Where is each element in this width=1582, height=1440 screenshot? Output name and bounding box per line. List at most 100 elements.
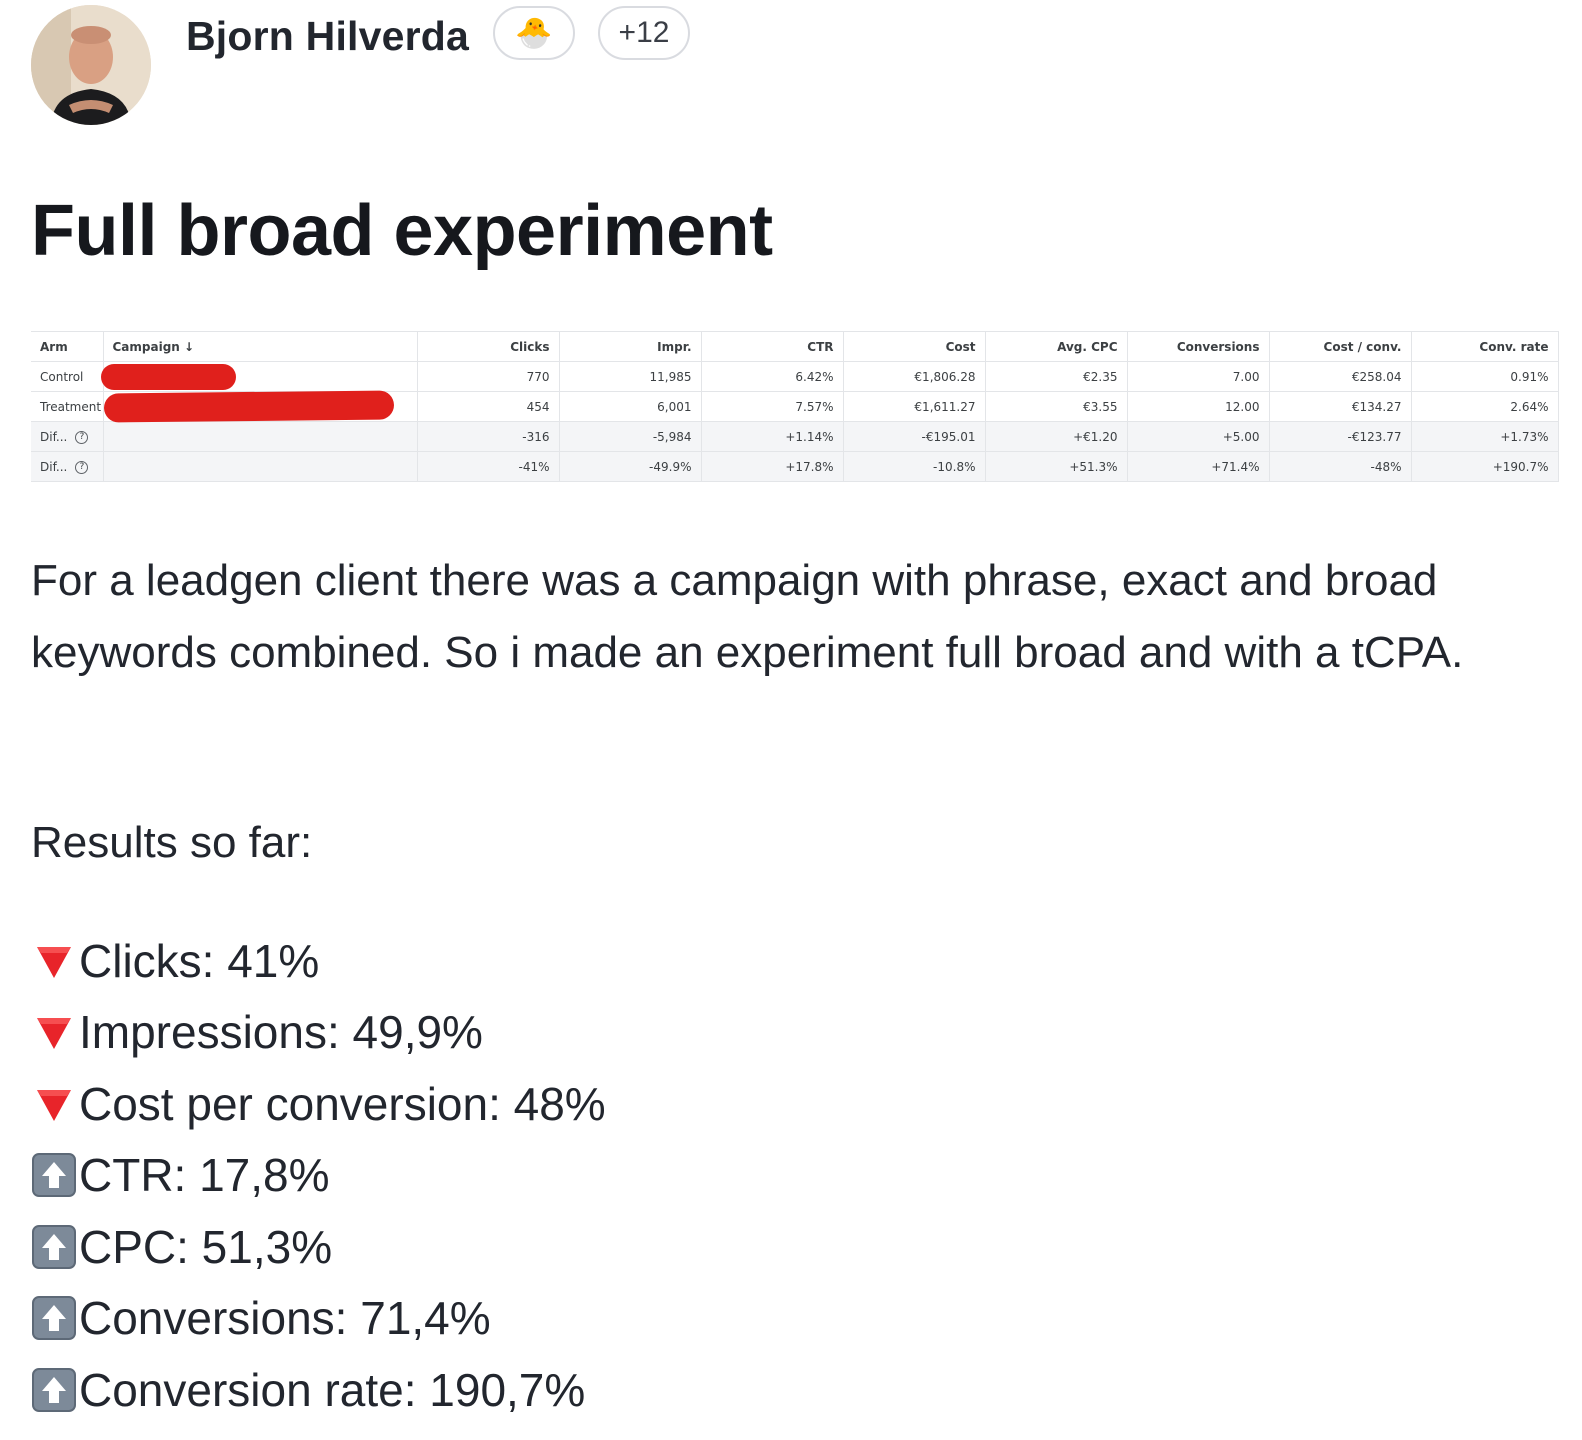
- result-text: Impressions: 49,9%: [79, 1006, 483, 1059]
- table-cell: 6,001: [559, 391, 702, 422]
- reaction-badge[interactable]: 🐣: [493, 6, 575, 60]
- table-cell: 0.91%: [1411, 361, 1559, 392]
- help-icon[interactable]: ?: [75, 430, 89, 444]
- cell-value: -5,984: [652, 429, 692, 444]
- cell-value: +190.7%: [1492, 459, 1549, 474]
- result-text: Conversion rate: 190,7%: [79, 1363, 586, 1416]
- more-reactions-count: +12: [618, 16, 670, 49]
- col-header-campaign[interactable]: Campaign ↓: [103, 331, 418, 362]
- table-header-row: Arm Campaign ↓ Clicks Impr. CTR Cost Avg…: [31, 331, 1559, 362]
- table-cell: -48%: [1269, 451, 1412, 482]
- author-avatar[interactable]: [31, 5, 151, 125]
- col-header-impr[interactable]: Impr.: [559, 331, 702, 362]
- result-item: Impressions: 49,9%: [31, 997, 606, 1069]
- table-cell: €3.55: [985, 391, 1128, 422]
- col-header-arm[interactable]: Arm: [31, 331, 104, 362]
- result-item: Conversions: 71,4%: [31, 1283, 606, 1355]
- col-header-conversions[interactable]: Conversions: [1127, 331, 1270, 362]
- cell-value: €3.55: [1083, 399, 1118, 414]
- cell-value: 2.64%: [1510, 399, 1549, 414]
- post-body: For a leadgen client there was a campaig…: [31, 556, 1464, 677]
- cell-value: 11,985: [649, 369, 692, 384]
- cell-value: -49.9%: [649, 459, 692, 474]
- cell-value: +1.73%: [1500, 429, 1549, 444]
- table-cell: 770: [417, 361, 560, 392]
- redaction-mark: [103, 390, 395, 423]
- cell-value: €1,611.27: [914, 399, 976, 414]
- more-reactions-badge[interactable]: +12: [598, 6, 690, 60]
- cell-value: +1.14%: [785, 429, 834, 444]
- author-name[interactable]: Bjorn Hilverda: [186, 13, 470, 59]
- table-cell: -5,984: [559, 421, 702, 452]
- results-label: Results so far:: [31, 818, 313, 867]
- col-header-conv-rate[interactable]: Conv. rate: [1411, 331, 1559, 362]
- cell-value: -€123.77: [1347, 429, 1402, 444]
- result-item: Cost per conversion: 48%: [31, 1068, 606, 1140]
- col-header-cost-per-conv[interactable]: Cost / conv.: [1269, 331, 1412, 362]
- result-item: CPC: 51,3%: [31, 1211, 606, 1283]
- table-cell: +1.73%: [1411, 421, 1559, 452]
- result-text: CPC: 51,3%: [79, 1220, 333, 1273]
- cell-value: 7.57%: [795, 399, 834, 414]
- result-text: CTR: 17,8%: [79, 1149, 330, 1202]
- redaction-mark: [101, 364, 236, 390]
- cell-value: +5.00: [1222, 429, 1260, 444]
- result-text: Conversions: 71,4%: [79, 1292, 491, 1345]
- table-cell: -49.9%: [559, 451, 702, 482]
- col-header-avg-cpc[interactable]: Avg. CPC: [985, 331, 1128, 362]
- person-photo-icon: [31, 5, 151, 125]
- table-cell: +€1.20: [985, 421, 1128, 452]
- post-title: Full broad experiment: [31, 191, 773, 271]
- result-text: Clicks: 41%: [79, 934, 320, 987]
- cell-value: 7.00: [1232, 369, 1260, 384]
- cell-value: -316: [522, 429, 550, 444]
- table-cell: 7.00: [1127, 361, 1270, 392]
- cell-value: 12.00: [1225, 399, 1260, 414]
- up-arrow-icon: [32, 1367, 76, 1412]
- cell-value: -€195.01: [921, 429, 976, 444]
- cell-value: €1,806.28: [914, 369, 976, 384]
- help-icon[interactable]: ?: [75, 460, 89, 474]
- col-header-clicks[interactable]: Clicks: [417, 331, 560, 362]
- table-row: Control 770 11,985 6.42% €1,806.28 €2.35 7.00 €…: [31, 361, 1559, 392]
- row-campaign-cell[interactable]: [103, 451, 418, 482]
- cell-value: +51.3%: [1069, 459, 1118, 474]
- result-text: Cost per conversion: 48%: [79, 1077, 606, 1130]
- row-arm-cell: Treatment: [31, 391, 104, 422]
- cell-value: €2.35: [1083, 369, 1118, 384]
- table-cell: €1,806.28: [843, 361, 986, 392]
- up-arrow-icon: [32, 1153, 76, 1198]
- experiment-results-screenshot: Arm Campaign ↓ Clicks Impr. CTR Cost Avg…: [31, 331, 1559, 482]
- up-arrow-icon: [32, 1224, 76, 1269]
- red-down-triangle-icon: [37, 1089, 71, 1121]
- cell-value: +€1.20: [1073, 429, 1118, 444]
- table-cell: +190.7%: [1411, 451, 1559, 482]
- table-cell: +51.3%: [985, 451, 1128, 482]
- sort-down-arrow-icon: ↓: [184, 339, 195, 354]
- table-row: Dif...? -41% -49.9% +17.8% -10.8% +51.3% +71.4…: [31, 451, 1559, 482]
- cell-value: Treatment: [40, 399, 102, 414]
- cell-value: +71.4%: [1211, 459, 1260, 474]
- row-arm-cell: Dif...?: [31, 421, 104, 452]
- table-cell: 12.00: [1127, 391, 1270, 422]
- cell-value: Dif...: [40, 459, 68, 474]
- table-cell: 454: [417, 391, 560, 422]
- table-cell: -10.8%: [843, 451, 986, 482]
- table-cell: €134.27: [1269, 391, 1412, 422]
- up-arrow-icon: [32, 1296, 76, 1341]
- cell-value: €258.04: [1351, 369, 1402, 384]
- table-cell: -€195.01: [843, 421, 986, 452]
- cell-value: +17.8%: [785, 459, 834, 474]
- col-header-cost[interactable]: Cost: [843, 331, 986, 362]
- table-cell: 6.42%: [701, 361, 844, 392]
- table-cell: +71.4%: [1127, 451, 1270, 482]
- red-down-triangle-icon: [37, 946, 71, 978]
- col-header-ctr[interactable]: CTR: [701, 331, 844, 362]
- table-cell: 7.57%: [701, 391, 844, 422]
- table-cell: +17.8%: [701, 451, 844, 482]
- row-arm-cell: Dif...?: [31, 451, 104, 482]
- row-campaign-cell[interactable]: [103, 421, 418, 452]
- table-cell: 2.64%: [1411, 391, 1559, 422]
- red-down-triangle-icon: [37, 1018, 71, 1050]
- result-item: Clicks: 41%: [31, 925, 606, 997]
